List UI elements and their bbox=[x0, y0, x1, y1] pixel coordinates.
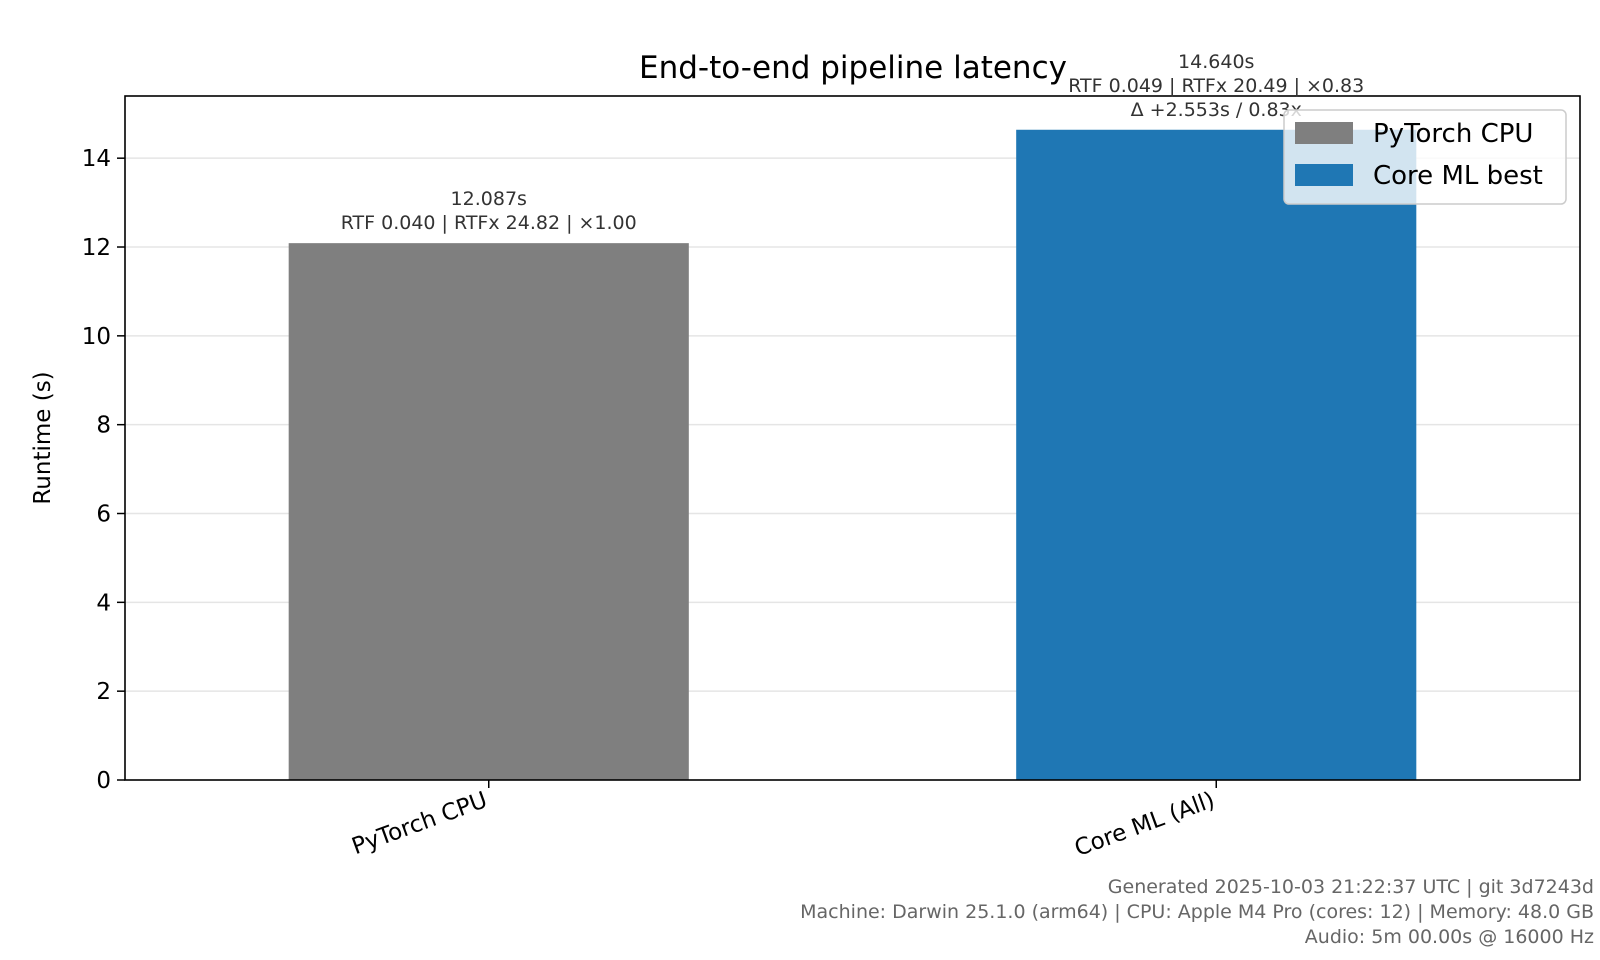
plot-frame bbox=[124, 95, 1581, 781]
bar-annotation-line: RTF 0.040 | RTFx 24.82 | ×1.00 bbox=[341, 212, 637, 234]
legend: PyTorch CPU Core ML best bbox=[1283, 109, 1567, 205]
y-tick-label: 0 bbox=[96, 768, 111, 794]
legend-label: Core ML best bbox=[1373, 161, 1543, 191]
bar-annotation-line: 14.640s bbox=[1178, 51, 1254, 73]
bar-core-ml-all bbox=[1016, 129, 1417, 780]
bars bbox=[288, 129, 1417, 781]
y-tick-label: 12 bbox=[82, 235, 111, 261]
y-tick-label: 14 bbox=[82, 146, 111, 172]
x-tick-label: Core ML (All) bbox=[1071, 787, 1218, 862]
x-tick-label: PyTorch CPU bbox=[349, 787, 491, 860]
legend-swatch bbox=[1295, 122, 1353, 144]
bar-annotation-line: 12.087s bbox=[451, 188, 527, 210]
y-tick-label: 4 bbox=[96, 590, 111, 616]
footer-audio: Audio: 5m 00.00s @ 16000 Hz bbox=[1305, 926, 1594, 948]
footer-generated: Generated 2025-10-03 21:22:37 UTC | git … bbox=[1108, 876, 1594, 898]
y-tick-label: 8 bbox=[96, 413, 111, 439]
bar-annotation-line: Δ +2.553s / 0.83x bbox=[1131, 99, 1302, 121]
y-tick-label: 10 bbox=[82, 324, 111, 350]
y-axis-label: Runtime (s) bbox=[30, 371, 56, 504]
y-tick-label: 2 bbox=[96, 679, 111, 705]
legend-label: PyTorch CPU bbox=[1373, 119, 1533, 149]
chart-title: End-to-end pipeline latency bbox=[639, 50, 1067, 86]
footer-machine: Machine: Darwin 25.1.0 (arm64) | CPU: Ap… bbox=[800, 901, 1594, 923]
bar-pytorch-cpu bbox=[288, 243, 689, 781]
legend-swatch bbox=[1295, 164, 1353, 186]
legend-box bbox=[1283, 109, 1567, 205]
y-tick-label: 6 bbox=[96, 502, 111, 528]
y-axis-ticks: 0 2 4 6 8 10 12 14 bbox=[82, 146, 125, 794]
x-axis-ticks: PyTorch CPU Core ML (All) bbox=[349, 780, 1218, 862]
bar-annotation-line: RTF 0.049 | RTFx 20.49 | ×0.83 bbox=[1068, 75, 1364, 97]
